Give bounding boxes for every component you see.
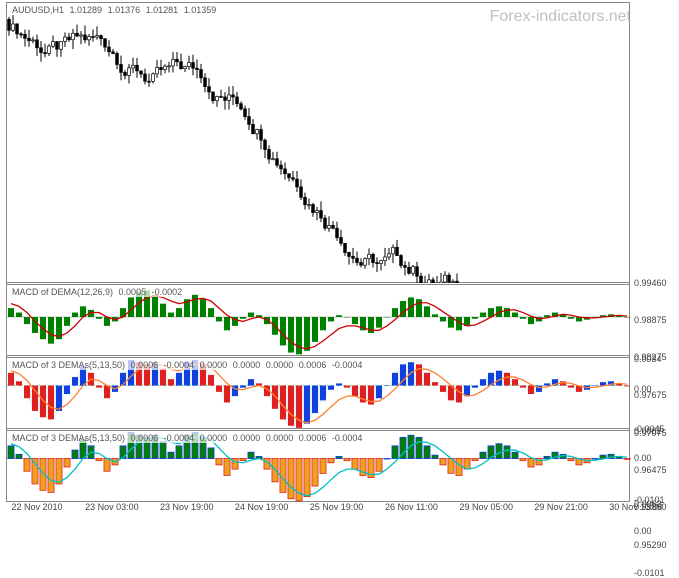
macd2-title: MACD of 3 DEMAs(5,13,50) xyxy=(12,360,125,370)
macd1-v1: -0.0002 xyxy=(152,287,183,297)
symbol-text: AUDUSD,H1 xyxy=(12,5,64,15)
macd3-v2: 0.0000 xyxy=(200,433,228,443)
macd1-title: MACD of DEMA(12,26,9) xyxy=(12,287,113,297)
macd3-v3: 0.0000 xyxy=(233,433,261,443)
macd3-v4: 0.0000 xyxy=(266,433,294,443)
macd1-v0: 0.0005 xyxy=(119,287,147,297)
macd3-v5: 0.0006 xyxy=(299,433,327,443)
ohlc-o: 1.01289 xyxy=(70,5,103,15)
macd2-v4: 0.0000 xyxy=(266,360,294,370)
macd3-panel: MACD of 3 DEMAs(5,13,50) 0.0006 -0.0004 … xyxy=(7,430,629,502)
macd3-title: MACD of 3 DEMAs(5,13,50) xyxy=(12,433,125,443)
macd3-v0: 0.0006 xyxy=(131,433,159,443)
macd1-panel: MACD of DEMA(12,26,9) 0.0005 -0.0002 0.0… xyxy=(7,284,629,356)
macd2-v3: 0.0000 xyxy=(233,360,261,370)
price-label: AUDUSD,H1 1.01289 1.01376 1.01281 1.0135… xyxy=(10,5,218,15)
macd3-v1: -0.0004 xyxy=(164,433,195,443)
macd2-v2: 0.0000 xyxy=(200,360,228,370)
ohlc-c: 1.01359 xyxy=(184,5,217,15)
macd3-label: MACD of 3 DEMAs(5,13,50) 0.0006 -0.0004 … xyxy=(10,433,364,443)
macd2-label: MACD of 3 DEMAs(5,13,50) 0.0006 -0.0004 … xyxy=(10,360,364,370)
macd2-panel: MACD of 3 DEMAs(5,13,50) 0.0006 -0.0004 … xyxy=(7,357,629,429)
ohlc-l: 1.01281 xyxy=(146,5,179,15)
ohlc-h: 1.01376 xyxy=(108,5,141,15)
macd2-v6: -0.0004 xyxy=(332,360,363,370)
macd2-yaxis: 0.00620.00-0.0101 xyxy=(632,430,678,500)
macd2-v0: 0.0006 xyxy=(131,360,159,370)
chart-container: AUDUSD,H1 1.01289 1.01376 1.01281 1.0135… xyxy=(6,2,630,502)
macd1-yaxis: 0.00340.00-0.0045 xyxy=(632,357,678,427)
macd3-v6: -0.0004 xyxy=(332,433,363,443)
macd2-v1: -0.0004 xyxy=(164,360,195,370)
time-axis: 22 Nov 201023 Nov 03:0023 Nov 19:0024 No… xyxy=(7,502,629,519)
price-panel: AUDUSD,H1 1.01289 1.01376 1.01281 1.0135… xyxy=(7,3,629,283)
price-candles[interactable] xyxy=(7,3,631,283)
macd1-label: MACD of DEMA(12,26,9) 0.0005 -0.0002 xyxy=(10,287,184,297)
macd2-v5: 0.0006 xyxy=(299,360,327,370)
macd3-yaxis: 0.00620.00-0.0101 xyxy=(632,503,678,573)
watermark-text: Forex-indicators.net xyxy=(490,8,631,26)
